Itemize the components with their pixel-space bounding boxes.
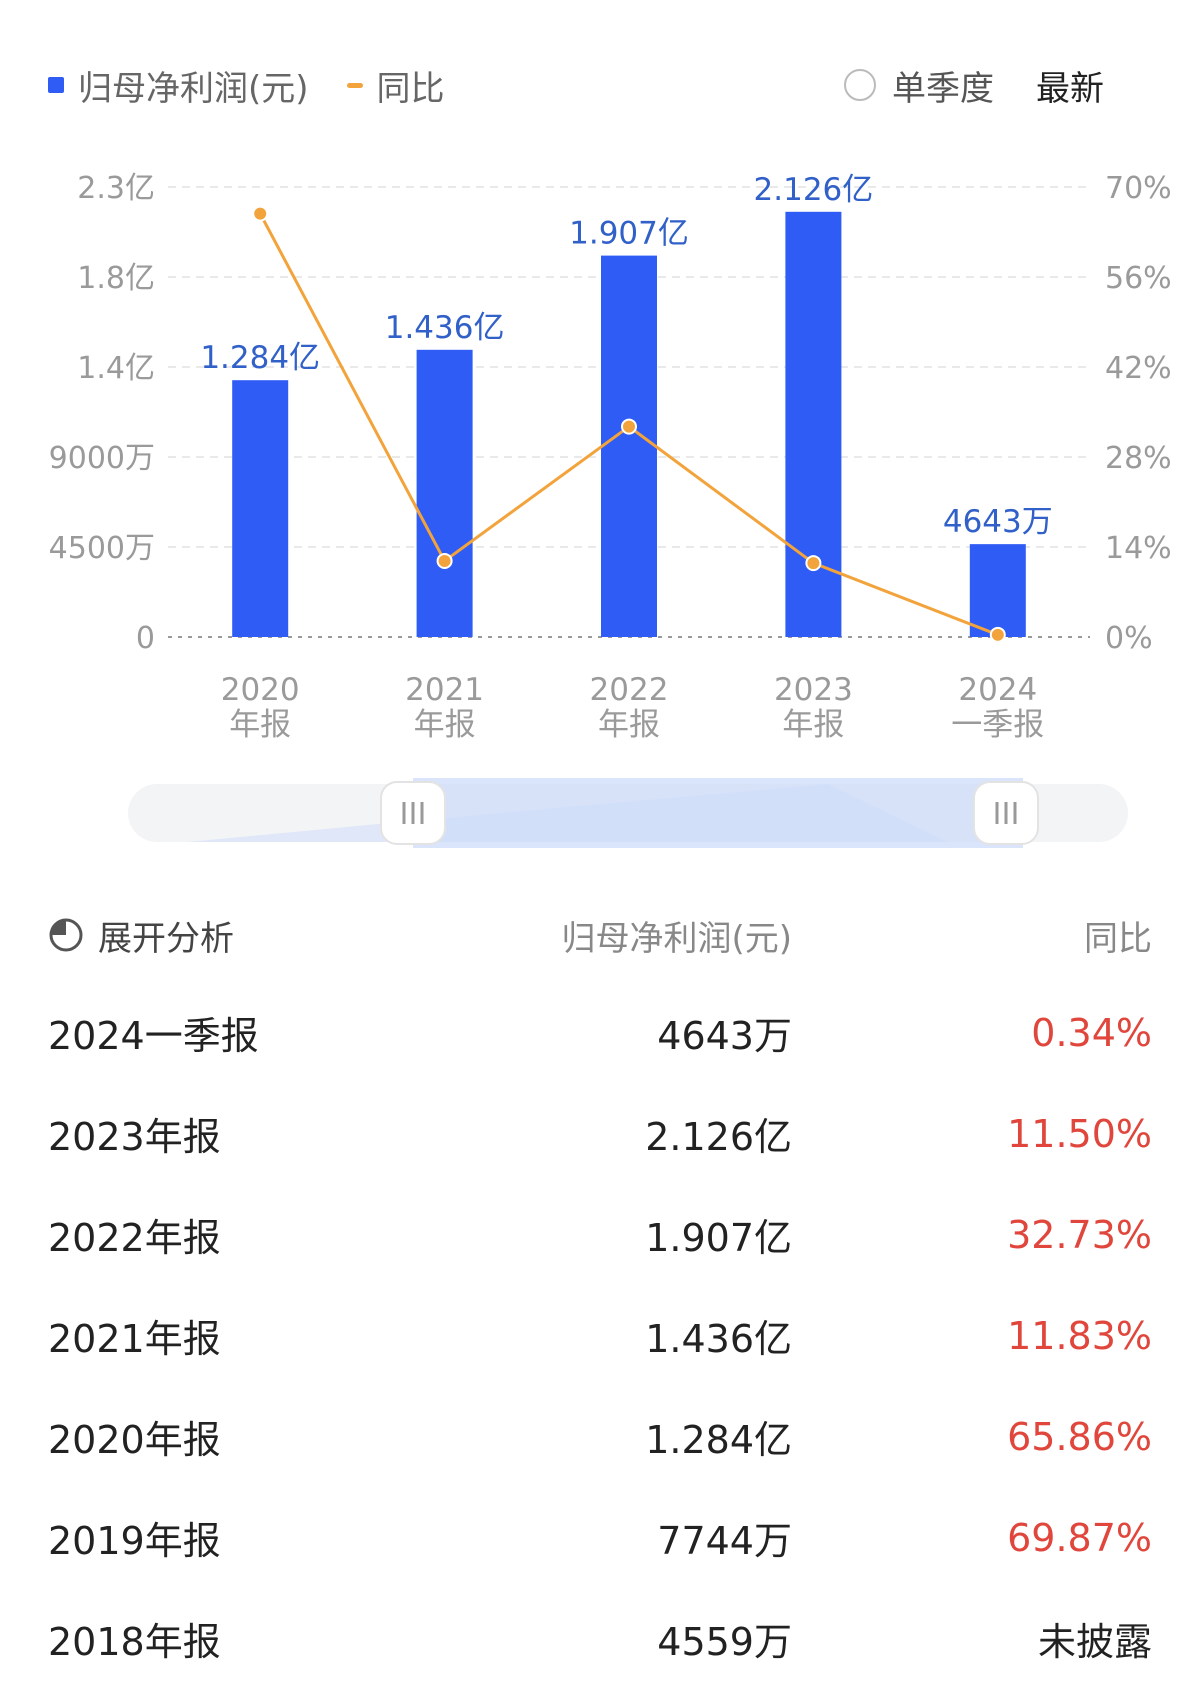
period-cell: 2024一季报 <box>48 1014 259 1058</box>
x-axis-label-period: 年报 <box>598 707 660 743</box>
bar <box>969 544 1026 637</box>
yoy-point <box>805 555 822 572</box>
bar <box>232 380 289 637</box>
range-slider[interactable] <box>128 778 1128 848</box>
quarter-toggle-label[interactable]: 单季度 <box>892 68 994 109</box>
bar <box>785 211 842 638</box>
period-cell: 2023年报 <box>48 1115 221 1159</box>
profit-cell: 4559万 <box>657 1620 792 1664</box>
table-row[interactable]: 2018年报 4559万 未披露 <box>48 1588 1152 1689</box>
x-axis-label-year: 2022 <box>590 672 669 708</box>
yoy-cell: 11.83% <box>1007 1313 1152 1358</box>
x-axis-label-period: 一季报 <box>951 707 1044 743</box>
chart-legend: 归母净利润(元) 同比 <box>48 60 445 110</box>
left-axis-tick-label: 1.8亿 <box>77 261 155 296</box>
profit-table: 2024一季报 4643万 0.34% 2023年报 2.126亿 11.50%… <box>48 982 1152 1689</box>
yoy-cell: 32.73% <box>1007 1212 1152 1257</box>
table-row[interactable]: 2021年报 1.436亿 11.83% <box>48 1285 1152 1386</box>
profit-cell: 1.284亿 <box>645 1418 792 1462</box>
left-axis-tick-label: 4500万 <box>49 531 155 566</box>
yoy-cell: 11.50% <box>1007 1111 1152 1156</box>
table-header: 展开分析 归母净利润(元) 同比 <box>48 905 1152 965</box>
x-axis-label-year: 2023 <box>774 672 853 708</box>
x-axis-label-period: 年报 <box>782 707 844 743</box>
right-axis-tick-label: 14% <box>1105 531 1172 566</box>
yoy-column-header: 同比 <box>1084 918 1152 959</box>
yoy-cell: 未披露 <box>1037 1620 1152 1664</box>
pie-chart-icon <box>49 918 83 952</box>
yoy-cell: 65.86% <box>1007 1414 1152 1459</box>
right-axis-tick-label: 42% <box>1105 351 1172 386</box>
yoy-point <box>621 418 637 435</box>
left-axis-tick-label: 0 <box>136 621 155 656</box>
table-row[interactable]: 2020年报 1.284亿 65.86% <box>48 1386 1152 1487</box>
bar-value-label: 2.126亿 <box>754 172 874 208</box>
left-axis-tick-label: 9000万 <box>49 441 155 476</box>
x-axis-label-year: 2021 <box>405 672 484 708</box>
slider-selected-range <box>413 778 1023 848</box>
profit-cell: 1.907亿 <box>645 1216 792 1260</box>
quarter-radio[interactable] <box>844 69 876 101</box>
line-legend-label: 同比 <box>376 68 445 109</box>
bar-value-label: 4643万 <box>943 504 1053 540</box>
table-row[interactable]: 2023年报 2.126亿 11.50% <box>48 1083 1152 1184</box>
right-axis-tick-label: 56% <box>1105 261 1172 296</box>
period-cell: 2021年报 <box>48 1317 221 1361</box>
bar <box>601 255 657 637</box>
x-axis-label-year: 2024 <box>958 672 1037 708</box>
profit-cell: 2.126亿 <box>645 1115 792 1159</box>
right-axis-tick-label: 28% <box>1105 441 1172 476</box>
right-axis-tick-label: 0% <box>1105 621 1153 656</box>
bar-legend-swatch <box>48 77 64 93</box>
expand-analysis-button[interactable]: 展开分析 <box>48 911 392 960</box>
profit-chart: 0 4500万 9000万 1.4亿 1.8亿 2.3亿 0% 14% 28% 42% 56% 70%… <box>49 171 1172 743</box>
bar <box>416 349 473 637</box>
chart-controls: 单季度 最新 <box>844 60 1104 110</box>
table-row[interactable]: 2024一季报 4643万 0.34% <box>48 982 1152 1083</box>
period-cell: 2022年报 <box>48 1216 221 1260</box>
bar-value-label: 1.436亿 <box>385 310 505 346</box>
profit-cell: 4643万 <box>657 1014 792 1058</box>
yoy-point <box>989 626 1006 643</box>
left-axis-tick-label: 2.3亿 <box>77 171 155 206</box>
right-axis-tick-label: 70% <box>1105 171 1172 206</box>
bar-value-label: 1.284亿 <box>200 340 320 376</box>
slider-left-handle[interactable] <box>380 781 446 845</box>
profit-cell: 7744万 <box>657 1519 792 1563</box>
period-cell: 2019年报 <box>48 1519 221 1563</box>
line-legend-swatch <box>346 82 363 88</box>
period-cell: 2018年报 <box>48 1620 221 1664</box>
expand-analysis-label: 展开分析 <box>98 918 234 959</box>
x-axis-label-year: 2020 <box>221 672 300 708</box>
yoy-cell: 0.34% <box>1031 1010 1152 1055</box>
slider-right-handle[interactable] <box>973 781 1039 845</box>
yoy-cell: 69.87% <box>1007 1515 1152 1560</box>
x-axis-label-period: 年报 <box>229 707 291 743</box>
bar-legend-label: 归母净利润(元) <box>78 68 309 109</box>
profit-cell: 1.436亿 <box>645 1317 792 1361</box>
bar-value-label: 1.907亿 <box>569 216 689 252</box>
left-axis-tick-label: 1.4亿 <box>77 351 155 386</box>
period-cell: 2020年报 <box>48 1418 221 1462</box>
x-axis-label-period: 年报 <box>414 707 476 743</box>
yoy-point <box>436 552 453 569</box>
latest-button[interactable]: 最新 <box>1036 68 1104 109</box>
profit-column-header: 归母净利润(元) <box>561 918 792 959</box>
table-row[interactable]: 2022年报 1.907亿 32.73% <box>48 1184 1152 1285</box>
table-row[interactable]: 2019年报 7744万 69.87% <box>48 1487 1152 1588</box>
yoy-point <box>252 205 269 222</box>
